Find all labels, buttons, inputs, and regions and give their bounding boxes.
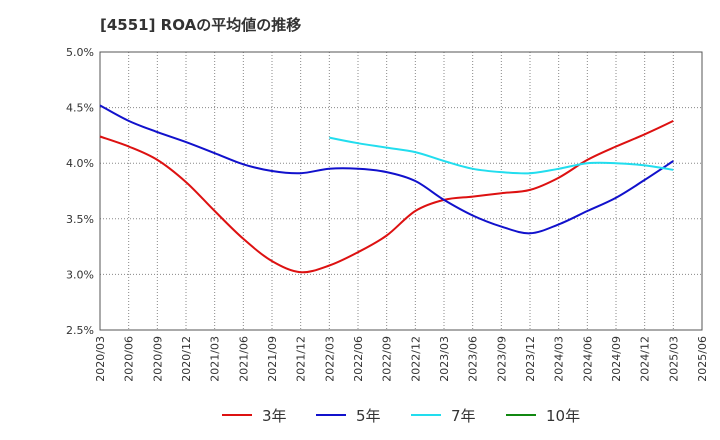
y-tick-label: 5.0% xyxy=(66,46,94,59)
x-tick-label: 2023/03 xyxy=(438,336,451,382)
legend-item: 7年 xyxy=(411,404,476,426)
legend-item: 5年 xyxy=(316,404,381,426)
x-tick-label: 2021/12 xyxy=(295,336,308,382)
x-tick-label: 2022/12 xyxy=(409,336,422,382)
y-tick-label: 3.5% xyxy=(66,213,94,226)
x-tick-label: 2024/03 xyxy=(553,336,566,382)
x-tick-label: 2025/03 xyxy=(667,336,680,382)
legend-swatch xyxy=(411,414,441,416)
x-tick-label: 2021/06 xyxy=(237,336,250,382)
legend-label: 5年 xyxy=(356,406,381,425)
legend: 3年 5年 7年 10年 xyxy=(0,404,720,426)
legend-label: 7年 xyxy=(451,406,476,425)
x-tick-label: 2020/06 xyxy=(123,336,136,382)
x-tick-label: 2022/09 xyxy=(381,336,394,382)
legend-item: 10年 xyxy=(506,404,580,426)
series-line-2 xyxy=(329,136,674,175)
y-tick-label: 4.0% xyxy=(66,157,94,170)
legend-item: 3年 xyxy=(222,404,287,426)
x-tick-label: 2021/03 xyxy=(209,336,222,382)
legend-swatch xyxy=(222,414,252,416)
y-tick-label: 4.5% xyxy=(66,102,94,115)
x-tick-label: 2022/03 xyxy=(323,336,336,382)
y-tick-label: 2.5% xyxy=(66,324,94,337)
x-tick-label: 2024/09 xyxy=(610,336,623,382)
y-tick-label: 3.0% xyxy=(66,268,94,281)
x-tick-label: 2023/12 xyxy=(524,336,537,382)
chart-title: [4551] ROAの平均値の推移 xyxy=(100,16,302,34)
plot-frame xyxy=(99,51,703,331)
x-tick-label: 2021/09 xyxy=(266,336,279,382)
x-tick-label: 2023/06 xyxy=(467,336,480,382)
x-tick-label: 2020/09 xyxy=(151,336,164,382)
x-tick-label: 2025/06 xyxy=(696,336,709,382)
x-tick-label: 2020/12 xyxy=(180,336,193,382)
legend-label: 3年 xyxy=(262,406,287,425)
legend-swatch xyxy=(316,414,346,416)
legend-swatch xyxy=(506,414,536,416)
x-tick-label: 2024/06 xyxy=(581,336,594,382)
x-tick-label: 2023/09 xyxy=(495,336,508,382)
x-tick-label: 2020/03 xyxy=(94,336,107,382)
legend-label: 10年 xyxy=(546,406,581,425)
series-line-1 xyxy=(99,104,674,235)
x-tick-label: 2024/12 xyxy=(639,336,652,382)
x-tick-label: 2022/06 xyxy=(352,336,365,382)
